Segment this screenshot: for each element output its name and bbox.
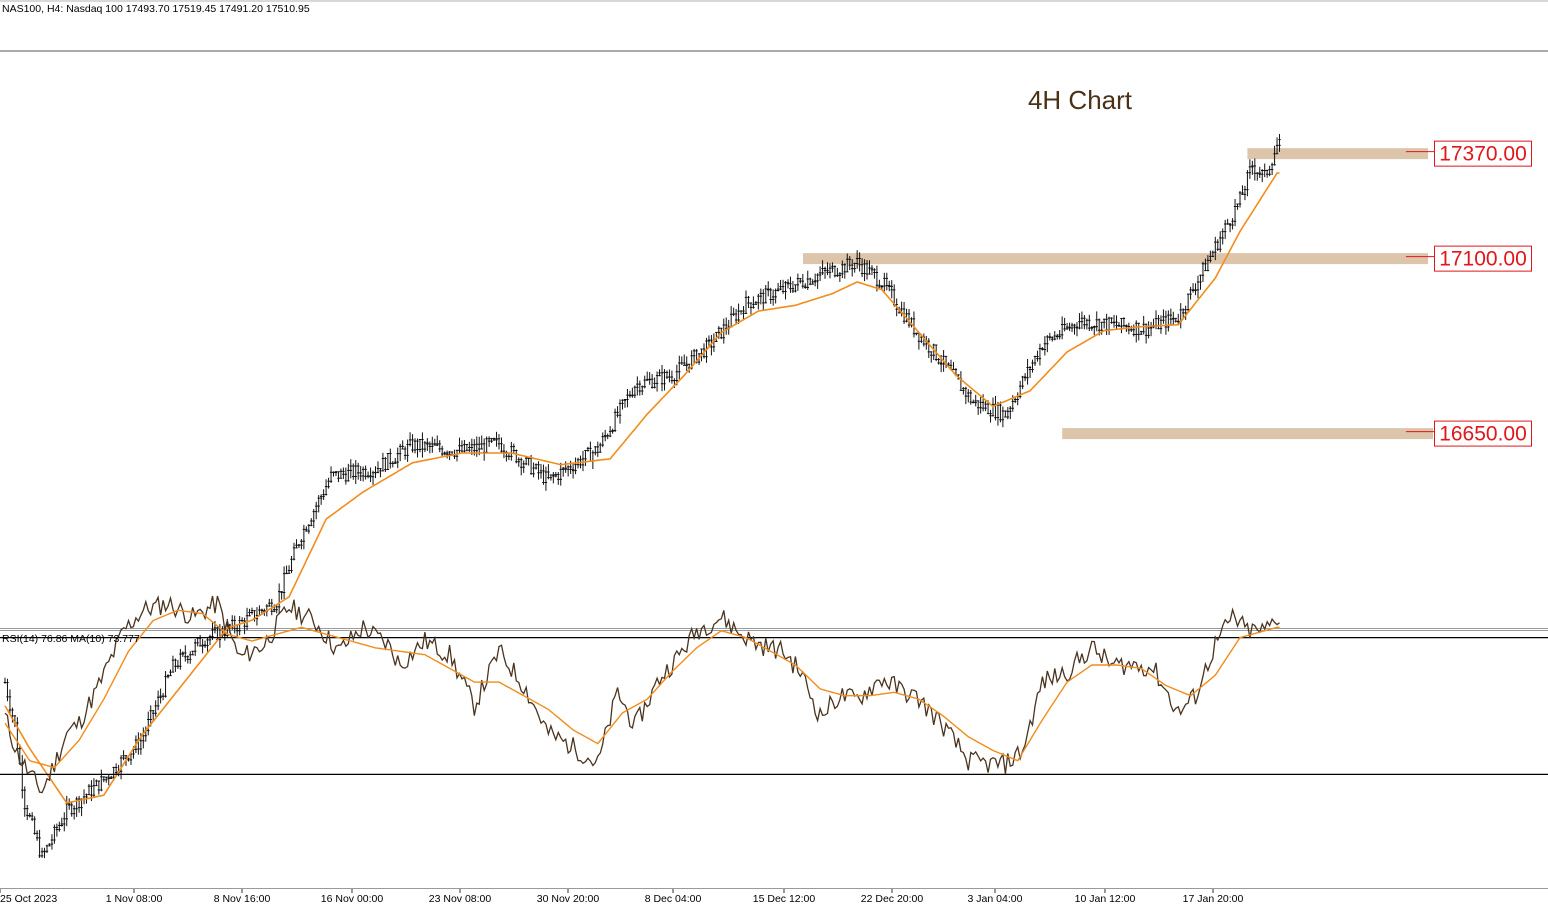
x-tick-label-2: 8 Nov 16:00	[214, 893, 271, 905]
chart-labels: NAS100, H4: Nasdaq 100 17493.70 17519.45…	[2, 3, 1133, 645]
x-tick-label-7: 15 Dec 12:00	[753, 893, 816, 905]
x-tick-label-0: 25 Oct 2023	[0, 893, 57, 905]
time-axis: 25 Oct 2023 1 Nov 08:00 8 Nov 16:00 16 Nov …	[0, 889, 1244, 905]
x-tick-label-6: 8 Dec 04:00	[645, 893, 702, 905]
rsi-ma-line	[5, 610, 1280, 767]
rsi-line	[5, 596, 1280, 793]
x-tick-label-4: 23 Nov 08:00	[429, 893, 492, 905]
moving-average-series	[5, 173, 1280, 803]
level-label-16650.00: 16650.00	[1439, 423, 1527, 446]
x-tick-label-10: 10 Jan 12:00	[1075, 893, 1136, 905]
x-tick-label-1: 1 Nov 08:00	[106, 893, 163, 905]
support-resistance-zones: 17370.00 17100.00 16650.00	[803, 141, 1532, 446]
x-tick-label-9: 3 Jan 04:00	[968, 893, 1023, 905]
chart-annotation: 4H Chart	[1028, 85, 1133, 115]
x-tick-label-5: 30 Nov 20:00	[537, 893, 600, 905]
x-tick-label-3: 16 Nov 00:00	[321, 893, 384, 905]
level-label-17370.00: 17370.00	[1439, 143, 1527, 166]
chart-header: NAS100, H4: Nasdaq 100 17493.70 17519.45…	[2, 3, 310, 15]
x-tick-label-11: 17 Jan 20:00	[1183, 893, 1244, 905]
candlestick-series	[4, 134, 1281, 858]
rsi-label: RSI(14) 76.86 MA(10) 73.777	[2, 633, 140, 645]
x-tick-label-8: 22 Dec 20:00	[861, 893, 924, 905]
level-label-17100.00: 17100.00	[1439, 248, 1527, 271]
chart-frame	[0, 1, 1548, 889]
ma-line	[5, 173, 1280, 803]
zone-16650.00	[1062, 428, 1433, 439]
zone-17100.00	[803, 253, 1428, 264]
